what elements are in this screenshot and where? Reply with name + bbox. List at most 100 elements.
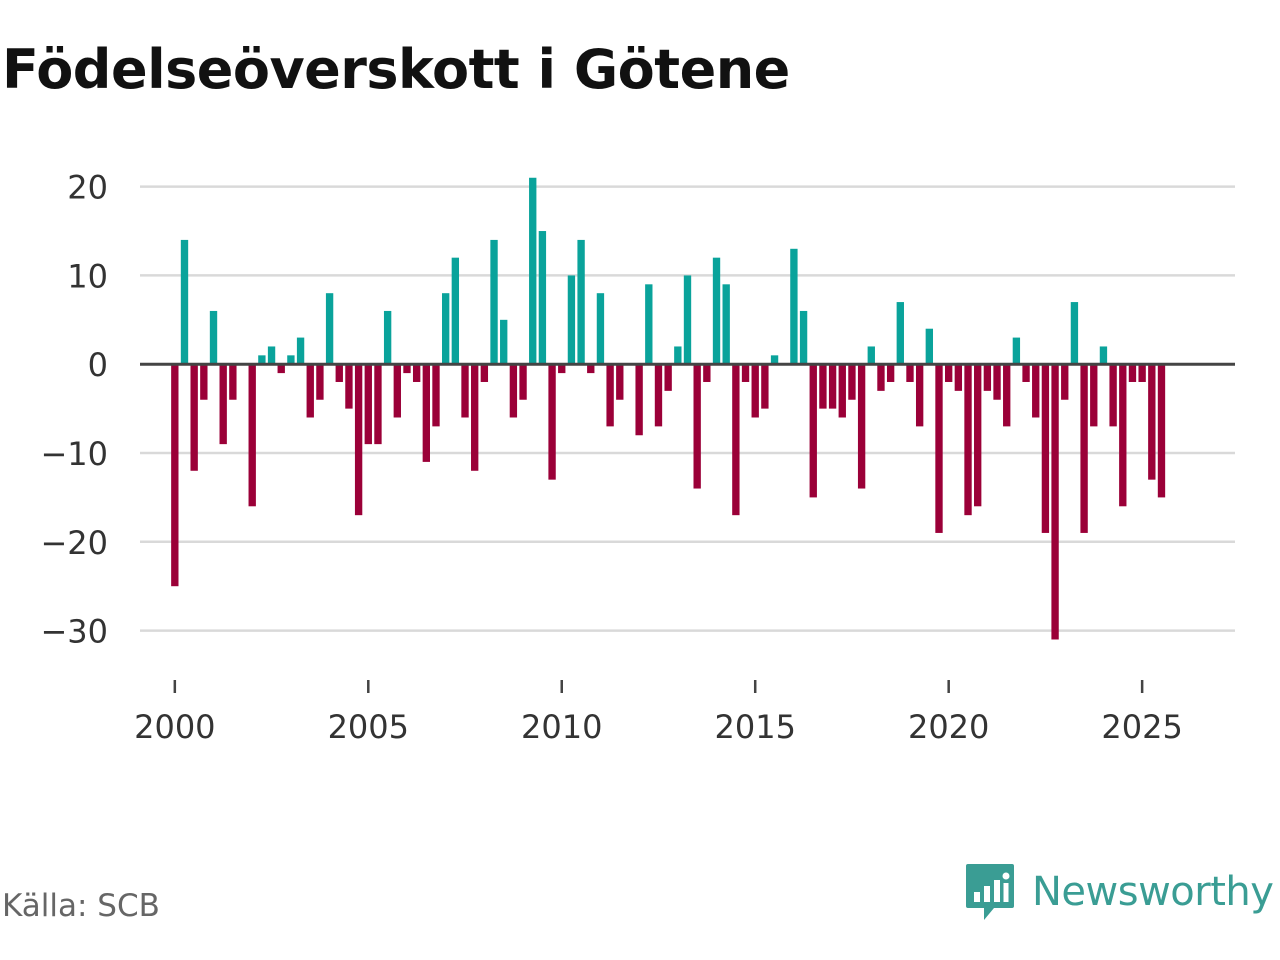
bar [896, 302, 904, 365]
y-tick-label: −30 [40, 613, 108, 651]
bar [732, 364, 740, 516]
bar [490, 239, 498, 365]
bar [548, 364, 556, 480]
brand-logo: Newsworthy [964, 862, 1274, 922]
bar [722, 284, 730, 365]
bar [954, 364, 963, 391]
bar [674, 346, 682, 365]
bar [383, 310, 392, 365]
bar [935, 364, 943, 533]
bar [1138, 364, 1146, 382]
bar [296, 337, 305, 365]
bar [1080, 364, 1088, 533]
bar [1051, 364, 1059, 640]
bar [741, 364, 750, 382]
bar [209, 310, 218, 365]
bar [867, 346, 875, 365]
bar [403, 364, 411, 374]
bar [171, 364, 179, 587]
y-tick-label: 20 [67, 169, 108, 207]
bar [993, 364, 1001, 400]
bar [229, 364, 237, 400]
bar [654, 364, 663, 427]
bar [200, 364, 208, 400]
bar [258, 355, 266, 365]
bar [577, 239, 585, 365]
bar [190, 364, 198, 471]
bar [819, 364, 827, 409]
x-tick-label: 2025 [1101, 708, 1182, 746]
bar [645, 284, 653, 365]
bar [606, 364, 614, 427]
x-tick-label: 2000 [134, 708, 215, 746]
x-tick-label: 2010 [521, 708, 602, 746]
bar [1119, 364, 1127, 507]
bar [712, 257, 721, 365]
bar [635, 364, 643, 436]
bar [915, 364, 924, 427]
bar-series [171, 177, 1166, 640]
x-tick-label: 2005 [328, 708, 409, 746]
bar [1012, 337, 1021, 365]
bar [1061, 364, 1069, 400]
y-tick-label: 10 [67, 257, 108, 295]
bar [877, 364, 885, 391]
y-tick-label: 0 [88, 346, 108, 384]
bar [538, 231, 547, 365]
bar [983, 364, 992, 391]
bar [345, 364, 353, 409]
bar [287, 355, 295, 365]
bar [248, 364, 256, 507]
bar [587, 364, 595, 374]
bar [925, 328, 934, 365]
bar [441, 293, 450, 365]
bar [664, 364, 672, 391]
bar [432, 364, 440, 427]
bar [964, 364, 972, 516]
bar [219, 364, 227, 445]
bar [180, 239, 189, 365]
gridlines [140, 185, 1235, 632]
bar [1099, 346, 1108, 365]
x-tick-label: 2015 [714, 708, 795, 746]
chart-title: Födelseöverskott i Götene [2, 38, 790, 101]
x-axis: 2000 2005 2010 2015 2020 2025 [134, 680, 1183, 746]
y-tick-label: −10 [40, 435, 108, 473]
bar [770, 355, 779, 365]
bar [906, 364, 914, 382]
x-tick-label: 2020 [908, 708, 989, 746]
bar [316, 364, 324, 400]
bar [790, 248, 798, 365]
bar [461, 364, 469, 418]
bar [1090, 364, 1098, 427]
bar [857, 364, 866, 489]
bar [412, 364, 421, 382]
newsworthy-logo-icon [966, 864, 1014, 920]
bar [944, 364, 953, 382]
bar [1157, 364, 1166, 498]
bar [451, 257, 460, 365]
bar [480, 364, 489, 382]
bar [848, 364, 856, 400]
bar [393, 364, 401, 418]
y-axis: 20 10 0 −10 −20 −30 [40, 169, 108, 651]
y-tick-label: −20 [40, 524, 108, 562]
bar [751, 364, 759, 418]
bar [838, 364, 846, 418]
bar [596, 293, 605, 365]
bar [761, 364, 769, 409]
bar [306, 364, 314, 418]
bar [1022, 364, 1030, 382]
bar [1032, 364, 1040, 418]
bar [509, 364, 518, 418]
bar [616, 364, 624, 400]
bar [529, 177, 537, 365]
bar [558, 364, 566, 374]
bar [799, 310, 808, 365]
bar [335, 364, 343, 382]
bar [683, 275, 692, 365]
bar [1070, 302, 1079, 365]
bar [519, 364, 527, 400]
bar [693, 364, 701, 489]
